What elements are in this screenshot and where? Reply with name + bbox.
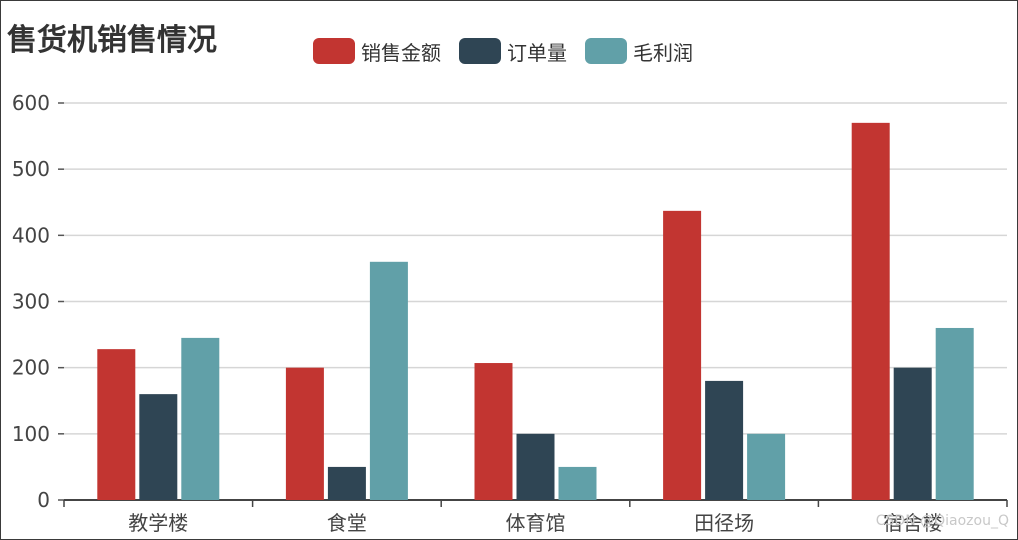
legend-swatch-sales	[313, 38, 355, 64]
y-tick-label: 0	[37, 488, 50, 512]
watermark: CSDN @Qiaozou_Q	[875, 513, 1009, 529]
bar-毛利润-田径场	[747, 433, 786, 500]
bar-订单量-体育馆	[516, 433, 555, 500]
bar-订单量-田径场	[705, 380, 744, 500]
y-tick-label: 100	[12, 422, 50, 446]
legend-item-sales[interactable]: 销售金额	[313, 37, 441, 66]
y-tick-label: 600	[12, 91, 50, 115]
legend-label-sales: 销售金额	[361, 40, 441, 65]
x-tick-label: 田径场	[694, 511, 754, 535]
bar-订单量-食堂	[327, 466, 366, 500]
y-tick-label: 200	[12, 356, 50, 380]
bar-销售金额-食堂	[285, 367, 324, 500]
legend-swatch-orders	[459, 38, 501, 64]
y-tick-label: 500	[12, 157, 50, 181]
bar-毛利润-教学楼	[181, 337, 220, 500]
y-tick-label: 300	[12, 290, 50, 314]
bar-毛利润-食堂	[369, 261, 408, 500]
bar-销售金额-田径场	[663, 210, 702, 500]
bar-销售金额-教学楼	[97, 349, 136, 500]
x-tick-label: 教学楼	[128, 511, 188, 535]
bar-毛利润-体育馆	[558, 466, 597, 500]
bar-订单量-宿舍楼	[893, 367, 932, 500]
x-tick-label: 食堂	[327, 511, 367, 535]
bar-销售金额-体育馆	[474, 363, 513, 500]
legend-label-orders: 订单量	[507, 40, 567, 65]
bar-订单量-教学楼	[139, 394, 178, 500]
legend-item-orders[interactable]: 订单量	[459, 37, 567, 66]
legend-item-profit[interactable]: 毛利润	[585, 37, 693, 66]
x-tick-label: 体育馆	[506, 511, 566, 535]
chart-title: 售货机销售情况	[7, 23, 217, 58]
y-tick-label: 400	[12, 223, 50, 247]
bar-毛利润-宿舍楼	[935, 327, 974, 500]
legend-label-profit: 毛利润	[633, 40, 693, 65]
bar-销售金额-宿舍楼	[851, 122, 890, 500]
legend: 销售金额 订单量 毛利润	[313, 37, 711, 65]
x-tick-label: 宿舍楼	[883, 511, 943, 535]
legend-swatch-profit	[585, 38, 627, 64]
